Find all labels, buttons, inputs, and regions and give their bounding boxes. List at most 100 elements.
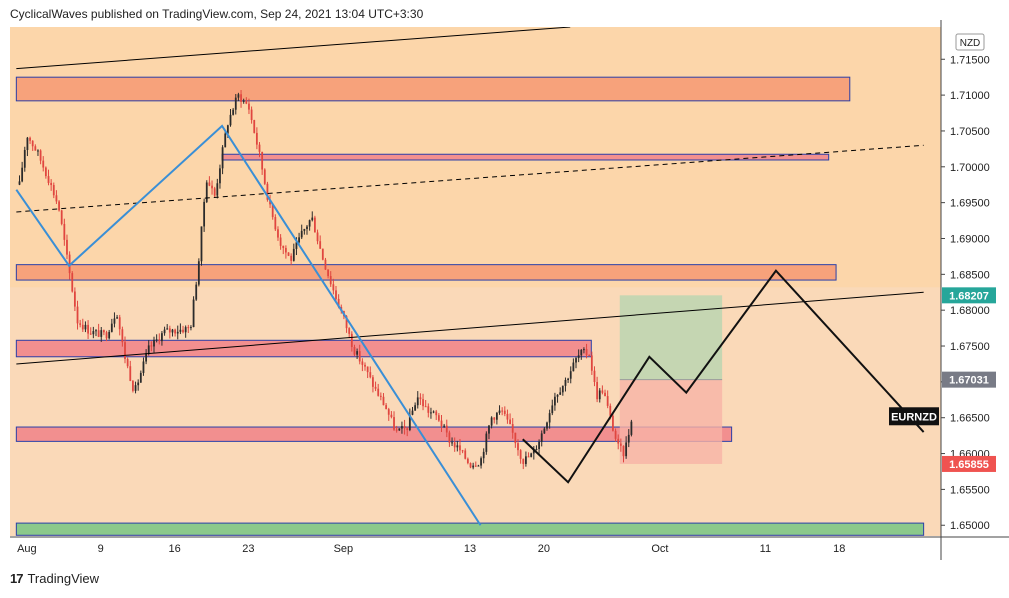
candle-body: [314, 217, 316, 233]
time-tick-label: 23: [242, 543, 254, 555]
candle-body: [60, 210, 63, 224]
price-tick-label: 1.71500: [950, 54, 990, 66]
candle-body: [295, 242, 298, 249]
candle-body: [617, 438, 620, 444]
candle-body: [200, 226, 203, 262]
candle-body: [498, 410, 501, 413]
dashed-trend-line: [16, 144, 924, 213]
candle-body: [612, 415, 614, 431]
candle-body: [73, 291, 76, 307]
stop-loss-area: [619, 379, 723, 464]
candle-body: [577, 355, 580, 359]
candle-body: [216, 183, 219, 196]
zone-1685: [15, 264, 837, 281]
candle-body: [517, 443, 519, 451]
candle-body: [158, 339, 161, 342]
candle-body: [213, 188, 216, 196]
candle-body: [66, 239, 68, 255]
candle-body: [408, 414, 411, 431]
candle-body: [100, 330, 103, 337]
candle-body: [469, 463, 472, 468]
candle-body: [21, 167, 24, 182]
candle-body: [168, 328, 171, 333]
candle-body: [226, 125, 229, 134]
time-tick-label: Aug: [17, 543, 37, 555]
candle-body: [161, 333, 163, 342]
candle-body: [488, 425, 490, 434]
zone-1662: [15, 426, 733, 442]
candle-body: [108, 331, 111, 339]
candle-body: [126, 358, 129, 367]
candle-body: [34, 146, 37, 151]
candle-body: [495, 412, 498, 420]
candle-body: [287, 252, 290, 256]
candle-body: [176, 331, 179, 334]
candle-body: [279, 237, 282, 246]
candle-body: [575, 358, 577, 363]
candle-body: [248, 103, 250, 110]
candle-body: [435, 411, 438, 416]
candle-body: [416, 397, 419, 406]
zone-bottom: [15, 522, 925, 536]
candle-body: [110, 323, 113, 332]
candle-body: [554, 396, 556, 406]
candle-body: [142, 361, 145, 373]
candle-body: [580, 349, 583, 356]
candle-body: [601, 390, 604, 393]
candle-body: [440, 420, 443, 427]
candle-body: [237, 94, 240, 98]
candle-body: [466, 458, 469, 464]
candle-body: [532, 450, 535, 454]
time-tick-label: 9: [98, 543, 104, 555]
candle-body: [345, 316, 348, 329]
price-badge: [942, 455, 996, 472]
candle-body: [311, 217, 314, 221]
candle-body: [509, 419, 511, 425]
candle-body: [395, 429, 398, 431]
candle-body: [393, 417, 395, 430]
candle-body: [103, 330, 105, 333]
candle-body: [137, 382, 140, 386]
candle-body: [522, 458, 525, 464]
candle-body: [464, 450, 467, 459]
plot-area: [10, 27, 941, 536]
candle-body: [593, 370, 596, 383]
candle-body: [234, 97, 237, 110]
price-tick-label: 1.69500: [950, 198, 990, 210]
candle-body: [166, 328, 169, 330]
candle-body: [253, 120, 256, 133]
candle-body: [382, 396, 385, 406]
candle-body: [461, 450, 464, 452]
candle-body: [511, 424, 514, 433]
candle-body: [448, 432, 451, 443]
candle-body: [171, 329, 174, 333]
price-badge: [942, 371, 996, 388]
candle-body: [527, 456, 530, 458]
candle-body: [519, 450, 522, 459]
zone-top: [15, 76, 851, 102]
candle-body: [443, 425, 446, 427]
candle-body: [250, 109, 253, 121]
candle-body: [401, 426, 403, 429]
price-chart[interactable]: 1.71500 1.71000 1.70500 1.70000 1.69500 1.690…: [0, 0, 1009, 560]
candle-body: [150, 345, 153, 347]
candle-body: [192, 299, 195, 328]
candle-body: [490, 417, 493, 426]
candle-body: [427, 406, 430, 413]
candle-body: [261, 151, 264, 170]
candle-body: [411, 410, 414, 415]
candle-body: [321, 248, 324, 260]
price-tick-label: 1.68000: [950, 305, 990, 317]
candle-body: [472, 465, 475, 468]
candle-body: [459, 445, 461, 451]
candle-body: [506, 413, 509, 420]
price-tick-label: 1.67500: [950, 341, 990, 353]
price-badge: [942, 287, 996, 304]
candle-body: [39, 150, 42, 161]
candle-body: [369, 372, 372, 378]
candle-body: [182, 329, 184, 333]
candle-body: [50, 182, 53, 186]
candle-body: [548, 413, 551, 423]
candle-body: [68, 254, 71, 274]
candle-body: [324, 259, 327, 270]
